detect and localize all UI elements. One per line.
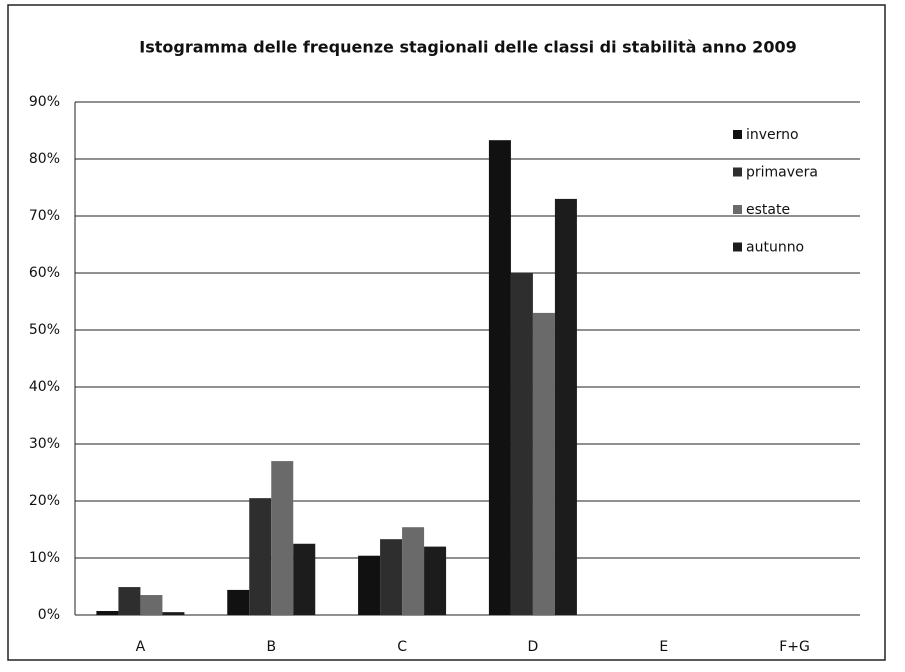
bar <box>227 589 250 615</box>
bar <box>162 612 185 615</box>
bar <box>140 595 163 615</box>
bar <box>424 546 447 615</box>
bar <box>358 555 381 615</box>
bar <box>293 543 316 615</box>
x-tick-label: E <box>659 639 668 655</box>
bar <box>271 461 294 615</box>
y-tick-label: 60% <box>29 265 60 281</box>
y-tick-label: 10% <box>29 550 60 566</box>
x-tick-label: A <box>136 639 146 655</box>
legend-label: autunno <box>746 240 804 256</box>
legend-swatch <box>733 205 742 214</box>
bar <box>118 587 141 615</box>
bar <box>488 140 511 615</box>
y-tick-label: 0% <box>38 607 60 623</box>
legend-label: estate <box>746 202 790 218</box>
y-tick-label: 90% <box>29 94 60 110</box>
chart-title: Istogramma delle frequenze stagionali de… <box>139 38 796 57</box>
legend-swatch <box>733 167 742 177</box>
bar <box>532 312 555 615</box>
legend-label: primavera <box>746 165 818 181</box>
chart-border <box>7 4 886 661</box>
bar <box>380 539 403 615</box>
y-tick-label: 30% <box>29 436 60 452</box>
bar <box>402 527 425 615</box>
legend-swatch <box>733 130 742 139</box>
y-tick-label: 20% <box>29 493 60 509</box>
x-tick-label: B <box>266 639 276 655</box>
x-tick-label: F+G <box>779 639 810 655</box>
y-tick-label: 80% <box>29 151 60 167</box>
y-tick-label: 50% <box>29 322 60 338</box>
y-tick-label: 70% <box>29 208 60 224</box>
legend-swatch <box>733 242 742 252</box>
bar <box>510 273 533 615</box>
x-tick-label: C <box>397 639 407 655</box>
bar <box>249 498 272 615</box>
bar <box>554 198 577 615</box>
x-tick-label: D <box>528 639 539 655</box>
y-tick-label: 40% <box>29 379 60 395</box>
legend-label: inverno <box>746 127 799 143</box>
bar <box>96 611 119 615</box>
